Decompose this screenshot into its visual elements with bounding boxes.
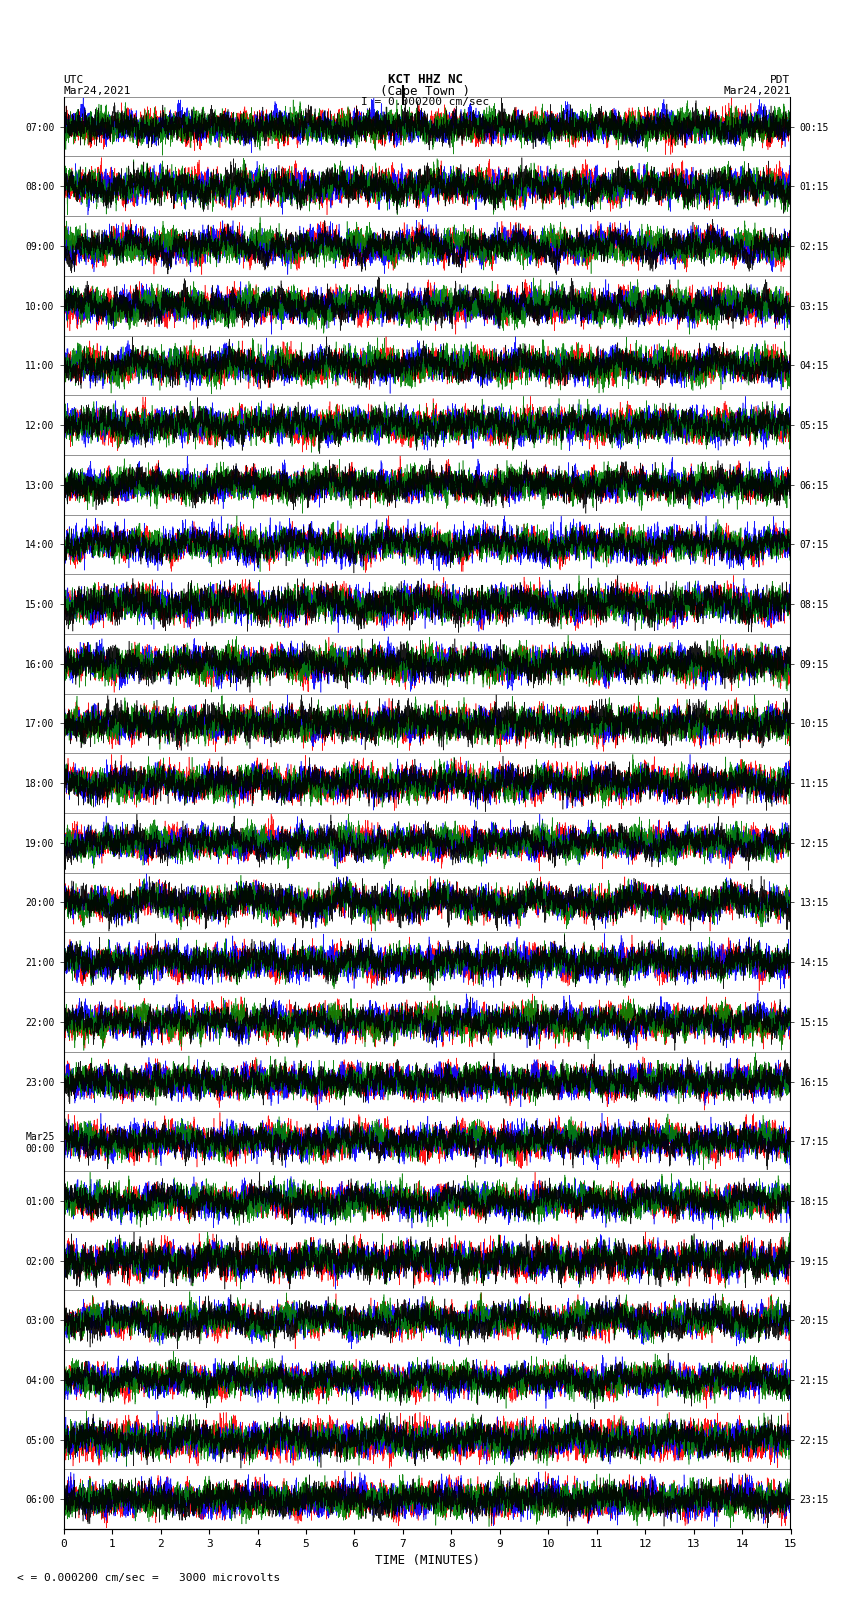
Text: Mar24,2021: Mar24,2021 bbox=[723, 85, 791, 97]
Text: KCT HHZ NC: KCT HHZ NC bbox=[388, 73, 462, 87]
X-axis label: TIME (MINUTES): TIME (MINUTES) bbox=[375, 1555, 479, 1568]
Text: (Cape Town ): (Cape Town ) bbox=[380, 84, 470, 98]
Text: < = 0.000200 cm/sec =   3000 microvolts: < = 0.000200 cm/sec = 3000 microvolts bbox=[17, 1573, 280, 1582]
Text: UTC: UTC bbox=[64, 74, 84, 85]
Text: Mar24,2021: Mar24,2021 bbox=[64, 85, 131, 97]
Text: I = 0.000200 cm/sec: I = 0.000200 cm/sec bbox=[361, 97, 489, 106]
Text: PDT: PDT bbox=[770, 74, 790, 85]
